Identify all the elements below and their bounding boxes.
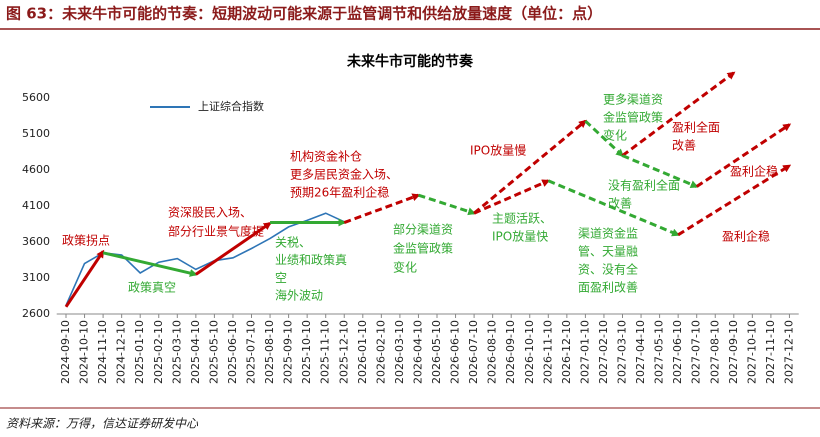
annotation: 政策拐点 [62, 233, 110, 248]
annotation: 资、没有全 [578, 262, 638, 277]
y-tick-label: 5100 [22, 127, 50, 140]
annotation: 管、天量融 [578, 244, 638, 259]
annotation: 没有盈利全面 [608, 178, 680, 193]
scenario-arrow [695, 123, 792, 188]
y-tick-label: 5600 [22, 91, 50, 104]
scenario-arrow [102, 251, 198, 277]
x-tick-label: 2025-05-10 [207, 320, 220, 384]
scenario-arrow [621, 154, 699, 188]
x-tick-label: 2027-10-10 [745, 320, 758, 384]
annotation: 面盈利改善 [578, 280, 638, 295]
x-tick-label: 2024-12-10 [115, 320, 128, 384]
annotation: 变化 [393, 260, 417, 275]
annotation: 预期26年盈利企稳 [290, 185, 389, 200]
x-tick-label: 2025-04-10 [189, 320, 202, 384]
x-tick-label: 2027-11-10 [764, 320, 777, 384]
x-tick-label: 2025-08-10 [263, 320, 276, 384]
annotation: 改善 [672, 138, 696, 153]
annotation: 金监管政策 [393, 241, 453, 256]
x-tick-label: 2026-09-10 [504, 320, 517, 384]
x-tick-label: 2025-02-10 [152, 320, 165, 384]
annotation: 资深股民入场、 [168, 206, 252, 220]
x-tick-label: 2026-08-10 [486, 320, 499, 384]
x-tick-label: 2027-02-10 [597, 320, 610, 384]
x-tick-label: 2027-07-10 [690, 320, 703, 384]
scenario-arrow [64, 249, 105, 308]
x-tick-label: 2025-09-10 [282, 320, 295, 384]
x-tick-label: 2026-05-10 [430, 320, 443, 384]
annotation: 改善 [608, 196, 632, 211]
scenario-arrow [547, 179, 680, 237]
x-tick-label: 2026-07-10 [467, 320, 480, 384]
annotation: 部分渠道资 [393, 222, 453, 237]
x-tick-label: 2026-12-10 [560, 320, 573, 384]
scenario-arrow [584, 119, 624, 157]
annotation: 政策真空 [128, 281, 176, 295]
annotation: IPO放量快 [492, 229, 548, 244]
x-tick-label: 2027-06-10 [671, 320, 684, 384]
scenario-arrow [473, 119, 587, 215]
x-tick-label: 2024-10-10 [78, 320, 91, 384]
annotation: 关税、 [275, 236, 311, 250]
x-tick-label: 2027-09-10 [727, 320, 740, 384]
scenario-arrow [417, 193, 477, 216]
annotation: 更多居民资金入场、 [290, 167, 398, 182]
x-tick-label: 2025-06-10 [226, 320, 239, 384]
annotation: 机构资金补仓 [290, 149, 362, 164]
x-tick-label: 2024-11-10 [96, 320, 109, 384]
y-tick-label: 3100 [22, 271, 50, 284]
x-tick-label: 2027-04-10 [634, 320, 647, 384]
x-tick-label: 2026-06-10 [449, 320, 462, 384]
x-tick-label: 2026-04-10 [411, 320, 424, 384]
annotation: 渠道资金监 [578, 226, 638, 241]
x-tick-label: 2025-11-10 [319, 320, 332, 384]
annotation: 金监管政策 [603, 110, 663, 125]
scenario-arrow [473, 179, 551, 215]
annotation: 盈利全面 [672, 120, 720, 135]
x-tick-label: 2025-07-10 [245, 320, 258, 384]
figure-title: 图 63：未来牛市可能的节奏：短期波动可能来源于监管调节和供给放量速度（单位：点… [6, 5, 602, 23]
annotation: 海外波动 [275, 288, 323, 303]
x-tick-label: 2026-02-10 [374, 320, 387, 384]
annotation: 更多渠道资 [603, 93, 663, 107]
x-tick-label: 2027-12-10 [782, 320, 795, 384]
x-tick-label: 2026-01-10 [356, 320, 369, 384]
x-tick-label: 2027-05-10 [653, 320, 666, 384]
x-tick-label: 2025-10-10 [300, 320, 313, 384]
annotation: 主题活跃、 [492, 212, 552, 226]
chart-title: 未来牛市可能的节奏 [347, 53, 474, 70]
annotation: 部分行业景气度提 [168, 224, 264, 239]
annotation: 变化 [603, 128, 627, 143]
scenario-arrow [621, 71, 736, 157]
x-tick-label: 2027-08-10 [708, 320, 721, 384]
x-tick-label: 2027-01-10 [578, 320, 591, 384]
x-tick-label: 2025-01-10 [133, 320, 146, 384]
x-tick-label: 2025-03-10 [170, 320, 183, 384]
y-tick-label: 4100 [22, 199, 50, 212]
source: 资料来源：万得，信达证券研发中心 [6, 417, 199, 431]
x-tick-label: 2027-03-10 [616, 320, 629, 384]
annotation: 空 [275, 271, 287, 285]
legend-label: 上证综合指数 [198, 99, 264, 113]
annotation: IPO放量慢 [470, 143, 526, 158]
y-tick-label: 2600 [22, 307, 50, 320]
annotation: 盈利企稳 [722, 229, 770, 244]
x-tick-label: 2026-10-10 [523, 320, 536, 384]
annotation: 业绩和政策真 [275, 253, 347, 267]
x-tick-label: 2024-09-10 [59, 320, 72, 384]
scenario-arrow [343, 193, 421, 224]
scenario-arrow [194, 222, 272, 276]
y-tick-label: 3600 [22, 235, 50, 248]
x-tick-label: 2025-12-10 [337, 320, 350, 384]
x-tick-label: 2026-11-10 [541, 320, 554, 384]
x-tick-label: 2026-03-10 [393, 320, 406, 384]
y-tick-label: 4600 [22, 163, 50, 176]
annotation: 盈利企稳 [730, 164, 778, 179]
